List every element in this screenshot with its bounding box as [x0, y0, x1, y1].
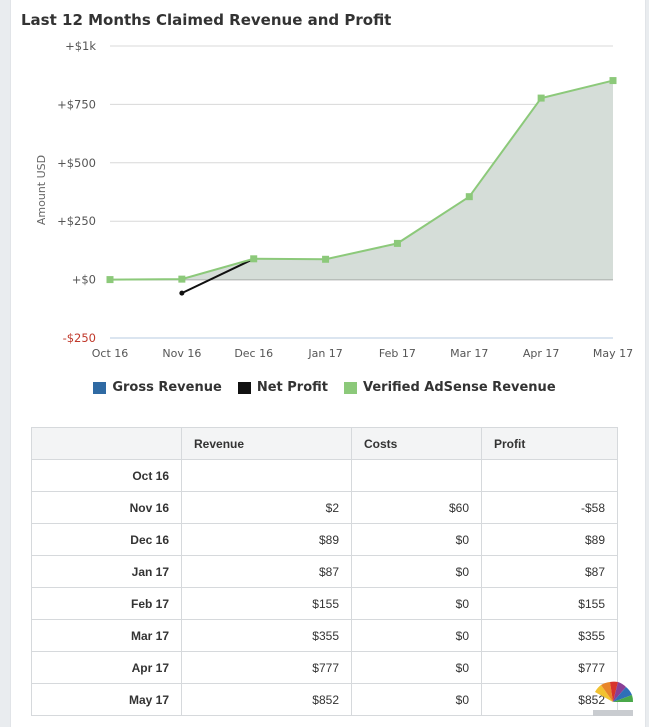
- verified-adsense-point: [537, 94, 545, 102]
- column-header: [31, 427, 182, 460]
- row-profit: [481, 459, 618, 492]
- legend-swatch: [343, 381, 357, 394]
- row-profit: $87: [481, 555, 618, 588]
- row-month: Jan 17: [31, 555, 182, 588]
- verified-adsense-line: [109, 79, 614, 281]
- verified-adsense-point: [393, 239, 401, 247]
- x-tick-label: May 17: [593, 347, 633, 360]
- x-tick-label: Dec 16: [234, 347, 273, 360]
- y-tick-label: +$250: [57, 214, 96, 228]
- row-revenue: $777: [181, 651, 352, 684]
- row-costs: $0: [351, 555, 482, 588]
- row-month: Oct 16: [31, 459, 182, 492]
- row-month: Mar 17: [31, 619, 182, 652]
- net-profit-point: [179, 290, 185, 296]
- x-tick-label: Jan 17: [307, 347, 342, 360]
- peacock-logo-icon: [593, 681, 634, 716]
- legend-label: Gross Revenue: [112, 380, 222, 395]
- row-revenue: $89: [181, 523, 352, 556]
- x-tick-label: Mar 17: [450, 347, 488, 360]
- verified-adsense-point: [609, 77, 617, 85]
- row-revenue: $87: [181, 555, 352, 588]
- legend-verified-adsense-revenue[interactable]: Verified AdSense Revenue: [343, 380, 556, 395]
- table-row: Mar 17 $355 $0 $355: [31, 619, 618, 652]
- row-revenue: [181, 459, 352, 492]
- revenue-chart: +$1k +$750 +$500 +$250 +$0 -$250 Oct 16 Nov 16…: [35, 39, 633, 360]
- y-tick-label: +$750: [57, 97, 96, 111]
- row-profit: $852: [481, 683, 618, 716]
- row-month: Dec 16: [31, 523, 182, 556]
- row-revenue: $2: [181, 491, 352, 524]
- table-row: Feb 17 $155 $0 $155: [31, 587, 618, 620]
- row-month: May 17: [31, 683, 182, 716]
- row-profit: $155: [481, 587, 618, 620]
- legend-label: Net Profit: [256, 380, 328, 395]
- column-header: Revenue: [181, 427, 352, 460]
- y-axis-label: Amount USD: [35, 155, 48, 225]
- y-tick-label: -$250: [63, 331, 96, 345]
- verified-adsense-point: [322, 255, 330, 263]
- x-tick-label: Oct 16: [92, 347, 129, 360]
- row-month: Feb 17: [31, 587, 182, 620]
- chart-legend: Gross Revenue Net Profit Verified AdSens…: [0, 380, 649, 395]
- row-costs: $0: [351, 683, 482, 716]
- table-row: Jan 17 $87 $0 $87: [31, 555, 618, 588]
- row-revenue: $155: [181, 587, 352, 620]
- y-axis-ticks: +$1k +$750 +$500 +$250 +$0 -$250: [57, 39, 96, 345]
- legend-gross-revenue[interactable]: Gross Revenue: [93, 380, 222, 395]
- table-row: Nov 16 $2 $60 -$58: [31, 491, 618, 524]
- x-tick-label: Feb 17: [379, 347, 416, 360]
- table-header-row: Revenue Costs Profit: [31, 427, 618, 460]
- row-costs: [351, 459, 482, 492]
- legend-swatch: [237, 381, 251, 394]
- chart-series: [106, 77, 617, 296]
- verified-adsense-point: [106, 276, 114, 284]
- row-profit: $355: [481, 619, 618, 652]
- row-revenue: $852: [181, 683, 352, 716]
- x-tick-label: Nov 16: [162, 347, 201, 360]
- verified-adsense-area: [110, 80, 613, 280]
- legend-swatch: [93, 381, 107, 394]
- y-tick-label: +$1k: [65, 39, 96, 53]
- chart-title: Last 12 Months Claimed Revenue and Profi…: [21, 11, 392, 29]
- table-row: May 17 $852 $0 $852: [31, 683, 618, 716]
- x-tick-label: Apr 17: [523, 347, 560, 360]
- table-row: Oct 16: [31, 459, 618, 492]
- row-profit: $89: [481, 523, 618, 556]
- y-tick-label: +$500: [57, 156, 96, 170]
- row-costs: $0: [351, 619, 482, 652]
- table-row: Dec 16 $89 $0 $89: [31, 523, 618, 556]
- legend-net-profit[interactable]: Net Profit: [237, 380, 328, 395]
- table-row: Apr 17 $777 $0 $777: [31, 651, 618, 684]
- chart-area: [110, 80, 613, 280]
- x-axis-ticks: Oct 16 Nov 16 Dec 16 Jan 17 Feb 17 Mar 17 Apr …: [92, 347, 633, 360]
- legend-label: Verified AdSense Revenue: [362, 380, 556, 395]
- column-header: Costs: [351, 427, 482, 460]
- row-costs: $60: [351, 491, 482, 524]
- verified-adsense-point: [250, 255, 258, 263]
- row-costs: $0: [351, 587, 482, 620]
- row-costs: $0: [351, 651, 482, 684]
- row-costs: $0: [351, 523, 482, 556]
- column-header: Profit: [481, 427, 618, 460]
- row-revenue: $355: [181, 619, 352, 652]
- row-profit: -$58: [481, 491, 618, 524]
- row-month: Apr 17: [31, 651, 182, 684]
- revenue-table: Revenue Costs Profit Oct 16 Nov 16 $2 $60 -$…: [31, 427, 618, 716]
- net-profit-line: [181, 257, 255, 295]
- row-month: Nov 16: [31, 491, 182, 524]
- row-profit: $777: [481, 651, 618, 684]
- verified-adsense-point: [465, 193, 473, 201]
- y-tick-label: +$0: [72, 273, 96, 287]
- verified-adsense-point: [178, 275, 186, 283]
